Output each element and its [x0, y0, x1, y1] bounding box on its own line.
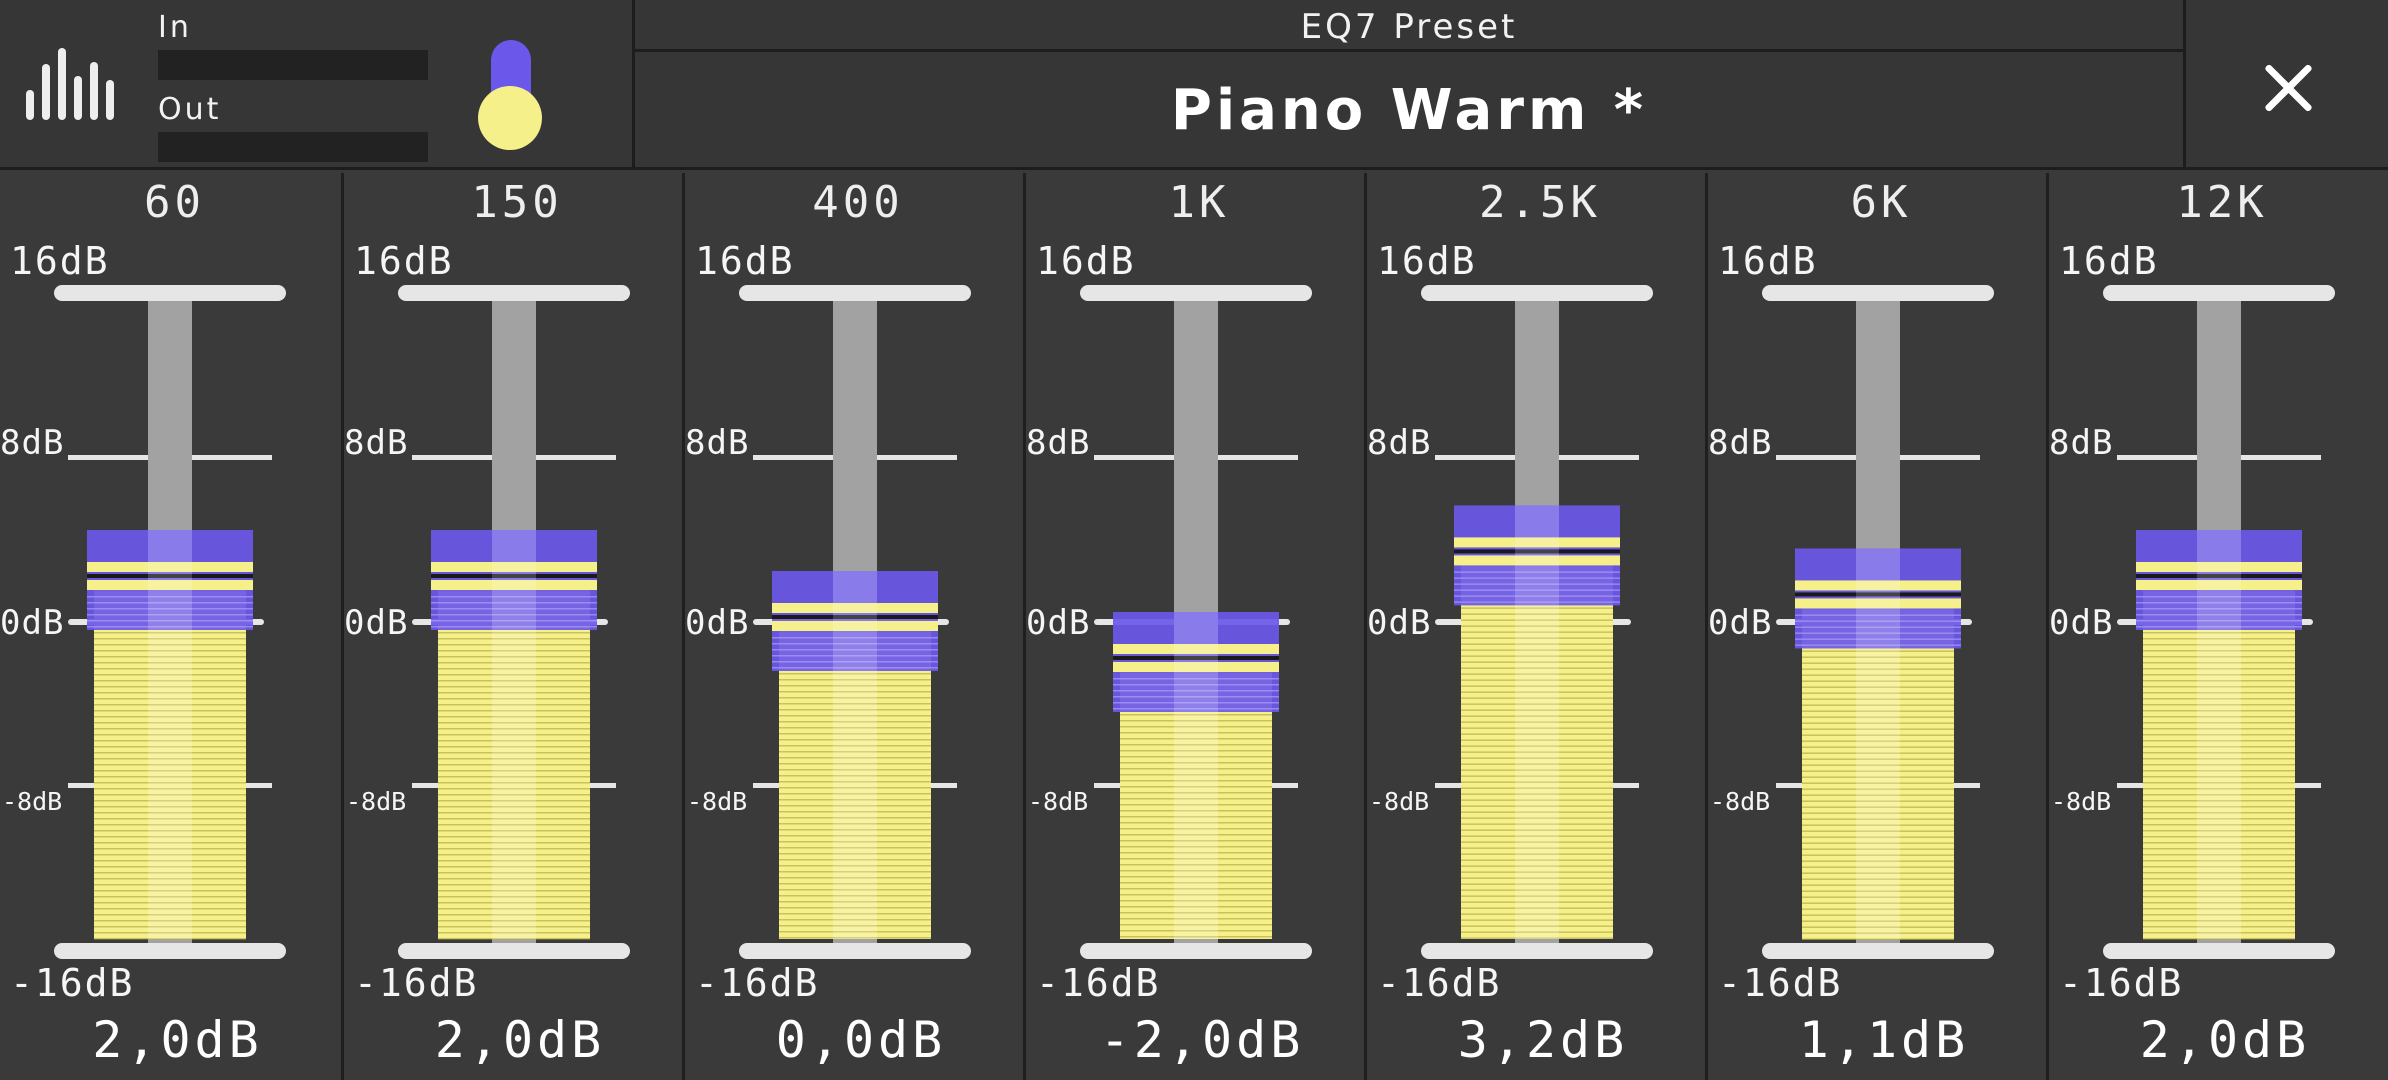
- scale-label-lower: -8dB: [346, 787, 407, 816]
- preset-caption: EQ7 Preset: [635, 0, 2183, 52]
- equalizer-bars-icon: [26, 48, 114, 120]
- eq-band: 12K 16dB 8dB 0dB -8dB -16dB 2,0dB: [2046, 173, 2387, 1080]
- eq-band: 1K 16dB 8dB 0dB -8dB -16dB -2,0dB: [1023, 173, 1364, 1080]
- scale-label-top: 16dB: [1718, 239, 1818, 283]
- scale-label-top: 16dB: [1036, 239, 1136, 283]
- eq-band: 60 16dB 8dB 0dB -8dB -16dB 2,0dB: [0, 173, 341, 1080]
- scale-label-lower: -8dB: [1369, 787, 1430, 816]
- scale-label-upper: 8dB: [1026, 423, 1091, 463]
- slider-handle: [772, 571, 938, 671]
- band-gain-value: 3,2dB: [1457, 1011, 1629, 1069]
- scale-label-top: 16dB: [354, 239, 454, 283]
- scale-label-zero: 0dB: [685, 603, 750, 643]
- gain-slider[interactable]: [1708, 173, 2049, 1080]
- gain-fill: [1461, 555, 1613, 939]
- preset-panel: EQ7 Preset Piano Warm *: [632, 0, 2186, 170]
- scale-label-top: 16dB: [10, 239, 110, 283]
- gain-slider[interactable]: [344, 173, 685, 1080]
- scale-label-top: 16dB: [2059, 239, 2159, 283]
- eq-band: 400 16dB 8dB 0dB -8dB -16dB 0,0dB: [682, 173, 1023, 1080]
- scale-label-upper: 8dB: [1708, 423, 1773, 463]
- gain-fill: [1802, 598, 1954, 939]
- band-frequency-label: 2.5K: [1479, 177, 1601, 228]
- gain-slider[interactable]: [1367, 173, 1708, 1080]
- band-gain-value: 1,1dB: [1798, 1011, 1970, 1069]
- input-level-meter: [158, 50, 428, 80]
- scale-label-lower: -8dB: [2, 787, 63, 816]
- scale-label-upper: 8dB: [1367, 423, 1432, 463]
- scale-label-bottom: -16dB: [10, 961, 135, 1005]
- close-button[interactable]: [2186, 0, 2388, 170]
- scale-label-bottom: -16dB: [1718, 961, 1843, 1005]
- band-frequency-label: 400: [812, 177, 904, 228]
- band-gain-value: 2,0dB: [434, 1011, 606, 1069]
- header-bar: In Out EQ7 Preset Piano Warm *: [0, 0, 2388, 170]
- eq-band-area: 60 16dB 8dB 0dB -8dB -16dB 2,0dB 150 16dB 8dB 0dB -…: [0, 173, 2388, 1080]
- slider-handle: [2136, 530, 2302, 630]
- eq-band: 2.5K 16dB 8dB 0dB -8dB -16dB 3,2dB: [1364, 173, 1705, 1080]
- slider-handle: [431, 530, 597, 630]
- gain-slider[interactable]: [685, 173, 1026, 1080]
- output-level-meter: [158, 132, 428, 162]
- scale-label-lower: -8dB: [687, 787, 748, 816]
- scale-label-top: 16dB: [695, 239, 795, 283]
- scale-label-upper: 8dB: [685, 423, 750, 463]
- preset-name-selector[interactable]: Piano Warm *: [1170, 78, 1648, 143]
- output-meter-label: Out: [158, 92, 222, 127]
- eq-band: 6K 16dB 8dB 0dB -8dB -16dB 1,1dB: [1705, 173, 2046, 1080]
- toggle-knob: [478, 86, 542, 150]
- scale-label-bottom: -16dB: [695, 961, 820, 1005]
- band-frequency-label: 60: [144, 177, 205, 228]
- scale-label-lower: -8dB: [1028, 787, 1089, 816]
- band-gain-value: -2,0dB: [1099, 1011, 1305, 1069]
- scale-label-zero: 0dB: [0, 603, 65, 643]
- scale-label-bottom: -16dB: [354, 961, 479, 1005]
- band-frequency-label: 150: [471, 177, 563, 228]
- scale-label-bottom: -16dB: [1036, 961, 1161, 1005]
- scale-label-zero: 0dB: [1026, 603, 1091, 643]
- slider-handle: [87, 530, 253, 630]
- band-frequency-label: 6K: [1850, 177, 1912, 228]
- scale-label-upper: 8dB: [2049, 423, 2114, 463]
- scale-label-bottom: -16dB: [1377, 961, 1502, 1005]
- scale-label-top: 16dB: [1377, 239, 1477, 283]
- band-frequency-label: 1K: [1168, 177, 1230, 228]
- eq-enable-toggle[interactable]: [478, 40, 544, 152]
- scale-label-lower: -8dB: [2051, 787, 2112, 816]
- input-meter-label: In: [158, 10, 192, 45]
- band-gain-value: 2,0dB: [2139, 1011, 2311, 1069]
- scale-label-upper: 8dB: [344, 423, 409, 463]
- band-gain-value: 2,0dB: [92, 1011, 263, 1069]
- slider-handle: [1454, 505, 1620, 606]
- gain-slider[interactable]: [1026, 173, 1367, 1080]
- scale-label-zero: 0dB: [1367, 603, 1432, 643]
- band-frequency-label: 12K: [2176, 177, 2268, 228]
- band-gain-value: 0,0dB: [775, 1011, 947, 1069]
- gain-slider[interactable]: [0, 173, 341, 1080]
- scale-label-zero: 0dB: [1708, 603, 1773, 643]
- slider-handle: [1113, 612, 1279, 712]
- scale-label-upper: 8dB: [0, 423, 65, 463]
- scale-label-zero: 0dB: [2049, 603, 2114, 643]
- scale-label-lower: -8dB: [1710, 787, 1771, 816]
- scale-label-zero: 0dB: [344, 603, 409, 643]
- slider-handle: [1795, 548, 1961, 649]
- eq-band: 150 16dB 8dB 0dB -8dB -16dB 2,0dB: [341, 173, 682, 1080]
- scale-label-bottom: -16dB: [2059, 961, 2184, 1005]
- level-meter-panel: In Out: [0, 0, 632, 170]
- gain-slider[interactable]: [2049, 173, 2388, 1080]
